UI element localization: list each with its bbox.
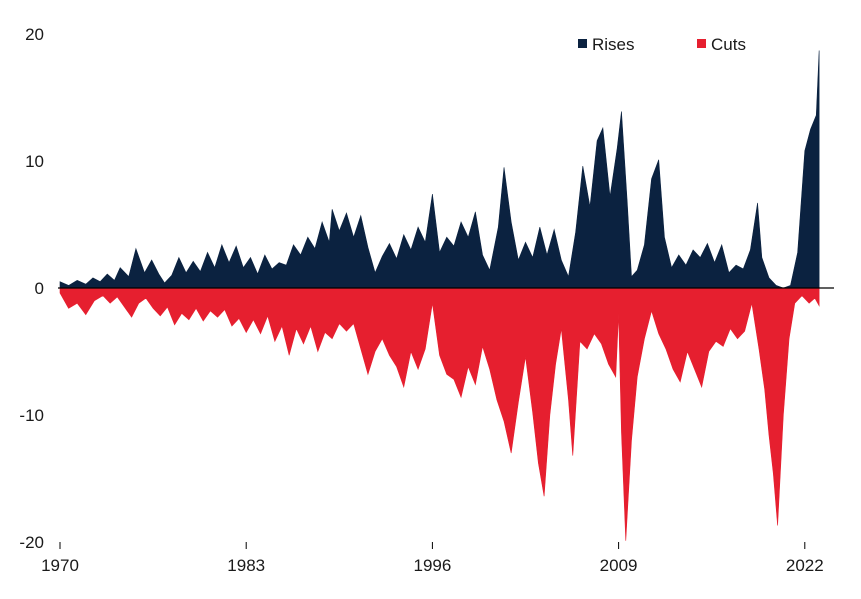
- x-tick-label: 2009: [600, 556, 638, 575]
- x-axis-ticks: 1970 1983 1996 2009 2022: [41, 542, 824, 575]
- x-tick-label: 1996: [413, 556, 451, 575]
- y-tick-label: -20: [19, 533, 44, 552]
- series-area-rises: [59, 50, 820, 289]
- series-area-cuts: [59, 287, 820, 541]
- y-tick-label: -10: [19, 406, 44, 425]
- legend-label-rises: Rises: [592, 35, 635, 54]
- y-axis-ticks: 20 10 0 -10 -20: [19, 25, 44, 552]
- series-areas: [59, 50, 820, 541]
- legend: Rises Cuts: [578, 35, 746, 54]
- x-tick-label: 1970: [41, 556, 79, 575]
- y-tick-label: 20: [25, 25, 44, 44]
- legend-label-cuts: Cuts: [711, 35, 746, 54]
- x-tick-label: 2022: [786, 556, 824, 575]
- x-tick-label: 1983: [227, 556, 265, 575]
- legend-swatch-rises: [578, 39, 587, 48]
- y-tick-label: 0: [35, 279, 44, 298]
- y-tick-label: 10: [25, 152, 44, 171]
- legend-swatch-cuts: [697, 39, 706, 48]
